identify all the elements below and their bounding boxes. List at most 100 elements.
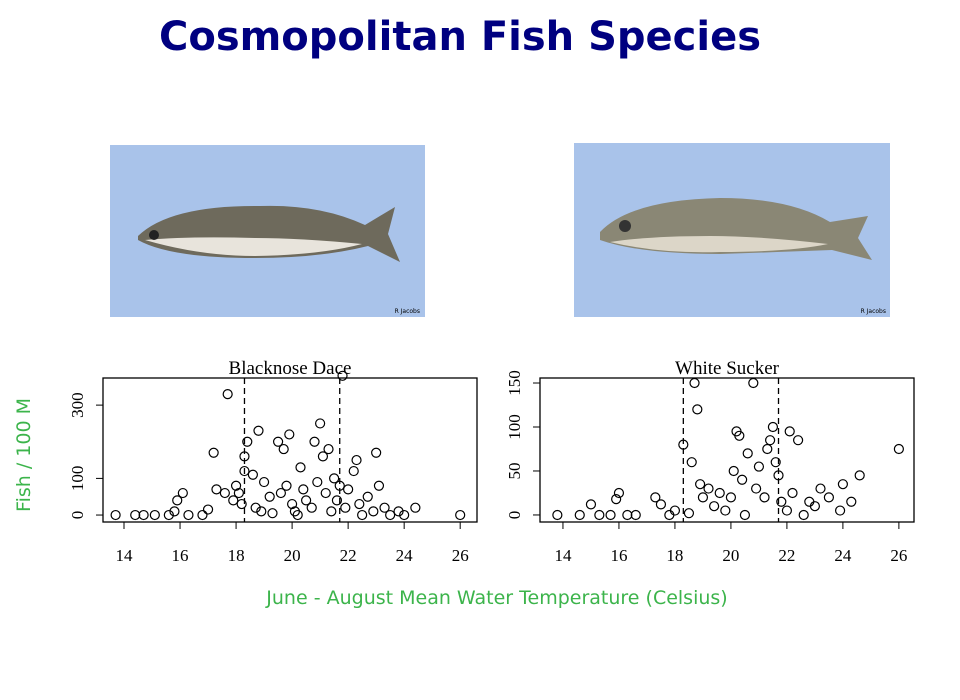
point <box>751 483 762 494</box>
chart-title: Blacknose Dace <box>229 358 352 379</box>
point <box>787 487 798 499</box>
point <box>393 506 404 517</box>
slide-title: Cosmopolitan Fish Species <box>159 14 761 60</box>
photo: R Jacobs <box>574 143 890 317</box>
point <box>284 429 295 440</box>
point <box>737 474 748 485</box>
point <box>334 480 345 491</box>
x-tick-label: 24 <box>834 546 852 565</box>
y-tick-label: 150 <box>505 370 524 396</box>
x-tick-label: 16 <box>610 546 627 565</box>
point <box>343 484 354 495</box>
point <box>250 502 261 513</box>
point <box>239 465 250 477</box>
point <box>301 495 312 506</box>
point <box>613 487 625 499</box>
chart-title: White Sucker <box>675 358 780 379</box>
point <box>834 505 846 516</box>
point <box>331 495 343 506</box>
point <box>177 487 188 499</box>
point <box>110 509 121 521</box>
point <box>574 509 585 521</box>
point <box>605 509 616 521</box>
x-tick-label: 14 <box>554 546 572 565</box>
point <box>138 509 149 521</box>
x-tick-label: 22 <box>778 546 795 565</box>
point <box>594 509 605 521</box>
y-tick-label: 100 <box>505 414 524 440</box>
point <box>709 501 720 512</box>
point <box>697 492 709 503</box>
point <box>809 501 821 512</box>
point <box>728 465 739 477</box>
point <box>585 499 597 510</box>
point <box>689 377 700 389</box>
point <box>309 436 320 447</box>
point <box>759 492 770 503</box>
point <box>854 470 865 481</box>
point <box>242 436 253 447</box>
point <box>267 508 278 519</box>
point <box>823 492 834 503</box>
point <box>622 509 633 521</box>
point <box>650 492 661 503</box>
x-tick-label: 18 <box>666 546 683 565</box>
point <box>846 496 857 507</box>
point <box>323 443 334 455</box>
point <box>611 494 622 505</box>
point <box>630 509 641 521</box>
point <box>815 483 826 494</box>
point <box>683 508 695 519</box>
point <box>784 426 795 437</box>
x-tick-label: 18 <box>228 546 245 565</box>
point <box>781 505 793 516</box>
x-tick-label: 20 <box>284 546 301 565</box>
photo-credit: R Jacobs <box>395 308 420 315</box>
point <box>312 476 323 488</box>
point <box>326 506 337 517</box>
point <box>264 491 275 502</box>
point <box>776 496 787 507</box>
point <box>399 509 410 521</box>
point <box>256 506 267 517</box>
point <box>208 447 219 458</box>
x-tick-label: 16 <box>172 546 189 565</box>
point <box>211 484 222 495</box>
point <box>373 480 385 491</box>
point <box>379 502 390 513</box>
point <box>275 487 286 499</box>
point <box>340 502 351 513</box>
point <box>219 487 230 499</box>
point <box>354 498 365 510</box>
point <box>692 404 703 415</box>
point <box>202 504 214 515</box>
point <box>720 505 731 516</box>
point <box>239 451 250 462</box>
x-tick-label: 14 <box>116 546 134 565</box>
point <box>272 436 284 447</box>
point <box>233 487 244 499</box>
photo-credit: R Jacobs <box>861 308 886 315</box>
point <box>169 506 180 517</box>
point <box>739 509 751 521</box>
point <box>362 491 373 502</box>
point <box>258 476 270 488</box>
y-tick-label: 100 <box>68 466 87 492</box>
point <box>748 377 759 389</box>
point <box>348 465 359 477</box>
point <box>247 469 258 480</box>
point <box>371 447 382 458</box>
photo: R Jacobs <box>110 145 425 317</box>
point <box>357 509 368 521</box>
y-tick-label: 50 <box>505 462 524 479</box>
point <box>773 470 784 481</box>
point <box>337 370 348 381</box>
point <box>163 509 174 521</box>
point <box>172 495 183 506</box>
point <box>767 421 779 433</box>
point <box>315 418 326 429</box>
point <box>742 448 753 459</box>
point <box>329 473 340 484</box>
y-tick-label: 300 <box>68 392 87 418</box>
